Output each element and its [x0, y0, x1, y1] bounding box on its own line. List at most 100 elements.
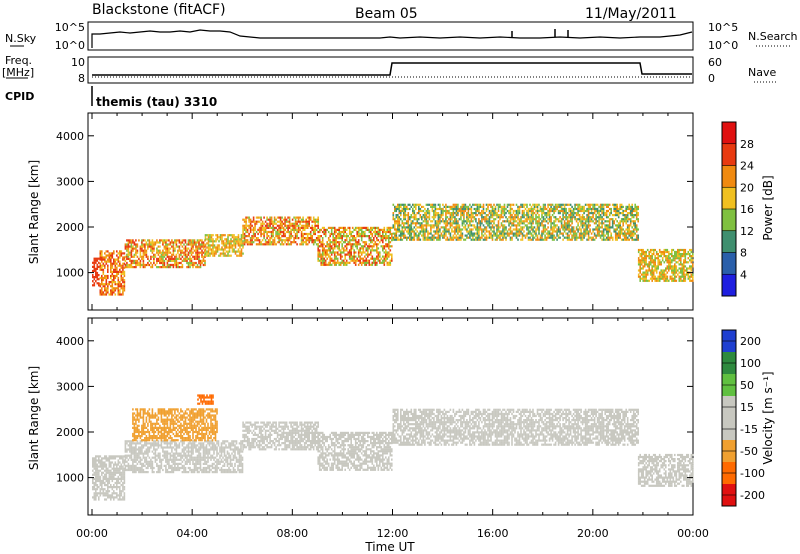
echo-cell: [470, 230, 473, 233]
echo-cell: [413, 234, 416, 237]
echo-cell: [646, 265, 649, 268]
echo-cell: [490, 212, 492, 215]
echo-cell: [407, 203, 410, 206]
echo-cell: [357, 255, 360, 258]
echo-cell: [548, 230, 551, 233]
echo-cell: [240, 252, 243, 255]
echo-cell: [427, 232, 429, 235]
echo-cell: [382, 228, 384, 231]
echo-cell: [172, 257, 175, 260]
echo-cell: [491, 230, 494, 233]
echo-cell: [683, 267, 685, 270]
echo-cell: [452, 220, 455, 223]
echo-cell: [117, 459, 120, 462]
echo-cell: [577, 205, 579, 208]
echo-cell: [122, 289, 124, 292]
echo-cell: [589, 224, 591, 227]
echo-cell: [110, 496, 112, 499]
echo-cell: [174, 241, 176, 244]
echo-cell: [122, 484, 124, 487]
echo-cell: [490, 203, 492, 206]
echo-cell: [681, 248, 684, 252]
echo-cell: [485, 230, 488, 233]
echo-cell: [293, 226, 295, 229]
echo-cell: [234, 252, 237, 255]
echo-cell: [472, 234, 474, 237]
echo-cell: [169, 259, 172, 262]
echo-cell: [604, 212, 606, 215]
echo-cell: [505, 228, 507, 231]
echo-cell: [580, 220, 582, 223]
echo-cell: [221, 238, 223, 241]
echo-cell: [201, 251, 203, 254]
echo-cell: [512, 232, 515, 235]
echo-cell: [246, 224, 249, 227]
echo-cell: [290, 241, 292, 244]
echo-cell: [198, 251, 200, 254]
echo-cell: [323, 232, 325, 236]
echo-cell: [129, 257, 131, 260]
echo-cell: [580, 238, 582, 241]
echo-cell: [166, 245, 169, 248]
echo-cell: [601, 205, 603, 208]
echo-cell: [153, 259, 155, 262]
echo-cell: [476, 205, 479, 208]
echo-cell: [642, 271, 644, 274]
echo-cell: [655, 253, 658, 256]
echo-cell: [512, 203, 515, 206]
echo-cell: [166, 243, 169, 246]
echo-cell: [487, 203, 489, 206]
echo-cell: [523, 220, 525, 223]
echo-cell: [108, 494, 111, 497]
echo-cell: [105, 281, 108, 284]
echo-cell: [496, 234, 498, 237]
echo-cell: [617, 216, 620, 219]
echo-cell: [595, 203, 597, 206]
echo-cell: [484, 216, 486, 219]
echo-cell: [209, 238, 211, 241]
echo-cell: [413, 214, 416, 217]
echo-cell: [599, 214, 602, 217]
echo-cell: [678, 255, 681, 258]
echo-cell: [110, 281, 112, 284]
echo-cell: [117, 291, 120, 294]
echo-cell: [466, 236, 468, 239]
echo-cell: [533, 226, 536, 229]
echo-cell: [490, 234, 492, 237]
echo-cell: [684, 255, 687, 258]
echo-cell: [285, 226, 288, 229]
echo-cell: [321, 226, 324, 229]
echo-cell: [296, 220, 298, 223]
echo-cell: [571, 212, 573, 215]
echo-cell: [190, 259, 193, 262]
echo-cell: [467, 212, 470, 215]
echo-cell: [333, 228, 336, 231]
echo-cell: [637, 257, 640, 260]
echo-cell: [674, 273, 676, 276]
echo-cell: [357, 253, 360, 256]
echo-cell: [154, 253, 157, 256]
echo-cell: [632, 238, 635, 241]
echo-cell: [524, 218, 527, 221]
echo-cell: [342, 226, 345, 229]
echo-cell: [93, 284, 96, 287]
echo-cell: [242, 246, 244, 249]
echo-cell: [162, 243, 164, 246]
echo-cell: [566, 234, 569, 237]
echo-cell: [623, 230, 626, 233]
echo-cell: [371, 235, 374, 238]
echo-cell: [466, 228, 468, 231]
echo-cell: [529, 238, 531, 241]
echo-cell: [626, 212, 629, 215]
echo-cell: [452, 230, 455, 233]
echo-cell: [138, 261, 140, 265]
echo-cell: [446, 209, 449, 213]
echo-cell: [596, 216, 599, 219]
echo-cell: [257, 216, 259, 219]
echo-cell: [584, 220, 587, 223]
echo-cell: [318, 228, 321, 231]
echo-cell: [276, 241, 279, 244]
echo-cell: [107, 260, 109, 263]
echo-cell: [508, 209, 510, 213]
echo-cell: [687, 253, 690, 256]
